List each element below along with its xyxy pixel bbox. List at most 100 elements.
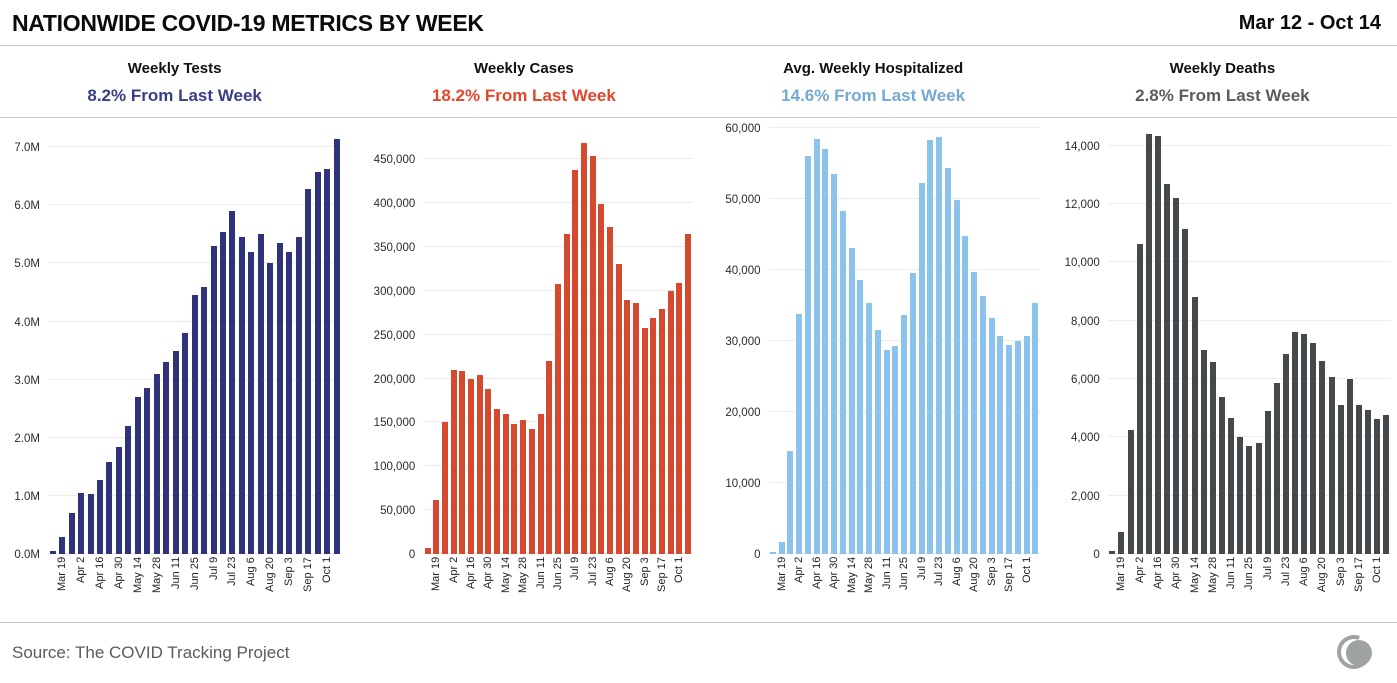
bar-weekly-cases-apr-30[interactable]: [485, 389, 492, 554]
bar-weekly-deaths-mar-26[interactable]: [1127, 430, 1134, 554]
bar-weekly-cases-aug-13[interactable]: [615, 264, 622, 554]
bar-avg-weekly-hospitalized-jul-9[interactable]: [918, 183, 925, 554]
bar-weekly-tests-oct-8[interactable]: [333, 138, 340, 554]
bar-weekly-tests-sep-3[interactable]: [286, 251, 293, 554]
bar-weekly-cases-apr-9[interactable]: [459, 371, 466, 554]
bar-weekly-tests-mar-26[interactable]: [68, 513, 75, 554]
bar-weekly-tests-aug-20[interactable]: [267, 263, 274, 554]
bar-avg-weekly-hospitalized-jul-30[interactable]: [944, 168, 951, 554]
bar-avg-weekly-hospitalized-sep-17[interactable]: [1006, 345, 1013, 554]
bar-avg-weekly-hospitalized-may-7[interactable]: [839, 211, 846, 554]
bar-weekly-cases-aug-20[interactable]: [624, 300, 631, 554]
bar-weekly-deaths-jul-16[interactable]: [1273, 383, 1280, 554]
bar-weekly-deaths-aug-6[interactable]: [1301, 333, 1308, 554]
bar-weekly-tests-mar-19[interactable]: [59, 536, 66, 554]
bar-weekly-deaths-sep-17[interactable]: [1356, 405, 1363, 554]
bar-weekly-tests-mar-12[interactable]: [49, 551, 56, 554]
bar-weekly-deaths-sep-24[interactable]: [1365, 410, 1372, 554]
bar-weekly-deaths-sep-10[interactable]: [1346, 379, 1353, 554]
bar-weekly-tests-apr-2[interactable]: [78, 493, 85, 554]
bar-weekly-cases-jul-30[interactable]: [598, 203, 605, 554]
bar-weekly-cases-apr-2[interactable]: [450, 369, 457, 554]
bar-weekly-tests-jun-11[interactable]: [172, 350, 179, 554]
bar-weekly-tests-apr-9[interactable]: [87, 494, 94, 554]
bar-weekly-cases-sep-10[interactable]: [650, 317, 657, 554]
bar-avg-weekly-hospitalized-may-28[interactable]: [866, 303, 873, 554]
bar-weekly-cases-jun-18[interactable]: [546, 360, 553, 554]
bar-weekly-cases-aug-27[interactable]: [633, 303, 640, 554]
bar-avg-weekly-hospitalized-jun-11[interactable]: [883, 350, 890, 554]
bar-avg-weekly-hospitalized-sep-24[interactable]: [1014, 340, 1021, 554]
bar-avg-weekly-hospitalized-jun-4[interactable]: [874, 330, 881, 554]
bar-weekly-deaths-mar-12[interactable]: [1109, 551, 1116, 554]
bar-weekly-deaths-jul-23[interactable]: [1282, 354, 1289, 554]
bar-avg-weekly-hospitalized-may-14[interactable]: [848, 248, 855, 554]
bar-weekly-cases-may-21[interactable]: [511, 424, 518, 554]
bar-weekly-cases-oct-1[interactable]: [676, 282, 683, 554]
bar-avg-weekly-hospitalized-sep-10[interactable]: [997, 335, 1004, 554]
bar-weekly-tests-jun-4[interactable]: [163, 362, 170, 554]
bar-avg-weekly-hospitalized-jul-2[interactable]: [909, 273, 916, 554]
bar-weekly-deaths-jun-18[interactable]: [1237, 437, 1244, 554]
bar-weekly-deaths-aug-20[interactable]: [1319, 361, 1326, 554]
bar-avg-weekly-hospitalized-oct-1[interactable]: [1023, 335, 1030, 554]
bar-weekly-deaths-jul-2[interactable]: [1255, 443, 1262, 554]
bar-weekly-deaths-may-21[interactable]: [1200, 349, 1207, 554]
bar-avg-weekly-hospitalized-aug-27[interactable]: [979, 296, 986, 554]
bar-weekly-tests-apr-16[interactable]: [97, 479, 104, 554]
bar-weekly-deaths-jul-9[interactable]: [1264, 411, 1271, 554]
bar-weekly-deaths-oct-1[interactable]: [1374, 419, 1381, 554]
bar-weekly-tests-may-7[interactable]: [125, 426, 132, 554]
bar-weekly-deaths-oct-8[interactable]: [1383, 415, 1390, 554]
bar-weekly-deaths-jun-25[interactable]: [1246, 446, 1253, 554]
bar-avg-weekly-hospitalized-apr-9[interactable]: [804, 155, 811, 554]
bar-weekly-cases-mar-19[interactable]: [433, 499, 440, 554]
bar-weekly-cases-sep-24[interactable]: [667, 290, 674, 554]
bar-weekly-deaths-mar-19[interactable]: [1118, 532, 1125, 554]
bar-avg-weekly-hospitalized-jul-23[interactable]: [936, 136, 943, 554]
bar-weekly-tests-apr-30[interactable]: [115, 446, 122, 554]
bar-weekly-deaths-apr-16[interactable]: [1155, 135, 1161, 554]
bar-weekly-deaths-apr-2[interactable]: [1136, 243, 1143, 554]
bar-weekly-tests-sep-24[interactable]: [314, 171, 321, 554]
bar-avg-weekly-hospitalized-aug-6[interactable]: [953, 200, 960, 554]
bar-weekly-cases-mar-12[interactable]: [424, 547, 431, 554]
bar-weekly-deaths-aug-27[interactable]: [1328, 377, 1335, 554]
bar-weekly-cases-may-7[interactable]: [494, 409, 501, 554]
bar-weekly-cases-jul-23[interactable]: [589, 156, 596, 554]
bar-avg-weekly-hospitalized-apr-23[interactable]: [822, 148, 829, 554]
bar-weekly-tests-aug-27[interactable]: [276, 243, 283, 554]
bar-avg-weekly-hospitalized-jul-16[interactable]: [927, 139, 934, 554]
bar-avg-weekly-hospitalized-jun-18[interactable]: [892, 346, 899, 554]
bar-weekly-deaths-may-28[interactable]: [1209, 361, 1216, 554]
bar-weekly-tests-jul-2[interactable]: [201, 286, 208, 554]
bar-weekly-deaths-jun-11[interactable]: [1228, 418, 1235, 554]
bar-avg-weekly-hospitalized-may-21[interactable]: [857, 280, 864, 554]
bar-weekly-tests-sep-17[interactable]: [305, 189, 312, 554]
bar-weekly-deaths-may-7[interactable]: [1182, 228, 1189, 554]
bar-weekly-tests-jun-25[interactable]: [191, 295, 198, 554]
bar-weekly-cases-jun-4[interactable]: [528, 429, 535, 554]
bar-weekly-tests-jul-30[interactable]: [238, 237, 245, 554]
bar-weekly-tests-aug-13[interactable]: [257, 234, 264, 554]
bar-weekly-cases-jul-16[interactable]: [580, 143, 587, 554]
bar-weekly-tests-aug-6[interactable]: [248, 251, 255, 554]
bar-weekly-deaths-jul-30[interactable]: [1292, 332, 1299, 554]
bar-weekly-tests-oct-1[interactable]: [324, 169, 331, 554]
bar-weekly-cases-may-28[interactable]: [520, 419, 527, 554]
bar-weekly-deaths-may-14[interactable]: [1191, 297, 1198, 554]
bar-weekly-cases-jun-11[interactable]: [537, 414, 544, 554]
bar-avg-weekly-hospitalized-mar-26[interactable]: [787, 450, 794, 554]
bar-weekly-tests-jun-18[interactable]: [182, 333, 189, 554]
bar-avg-weekly-hospitalized-aug-13[interactable]: [962, 236, 969, 554]
bar-avg-weekly-hospitalized-mar-12[interactable]: [769, 552, 776, 554]
bar-weekly-tests-jul-23[interactable]: [229, 211, 236, 554]
bar-avg-weekly-hospitalized-mar-19[interactable]: [778, 541, 785, 554]
bar-weekly-deaths-aug-13[interactable]: [1310, 342, 1317, 554]
bar-weekly-cases-jun-25[interactable]: [554, 283, 561, 554]
bar-avg-weekly-hospitalized-jun-25[interactable]: [901, 315, 908, 554]
bar-weekly-tests-may-28[interactable]: [153, 373, 160, 554]
bar-weekly-tests-may-21[interactable]: [144, 388, 151, 554]
bar-weekly-cases-apr-16[interactable]: [468, 378, 475, 554]
bar-weekly-deaths-apr-30[interactable]: [1173, 198, 1180, 554]
